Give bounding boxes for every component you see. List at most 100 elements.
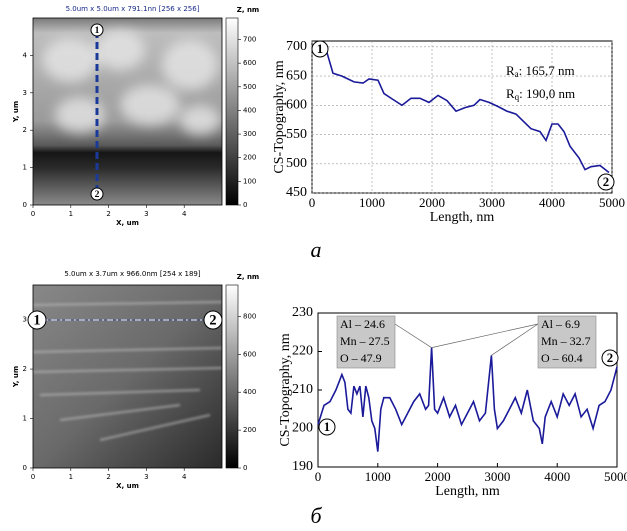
y-tick-label: 220 <box>292 344 313 359</box>
x-tick-label: 0 <box>309 195 316 210</box>
y-tick-label: 210 <box>292 382 313 397</box>
colorbar-tick-label: 500 <box>243 83 256 91</box>
y-axis-label: CS-Topography, nm <box>272 60 287 173</box>
x-tick-label: 2 <box>106 210 110 218</box>
y-tick-label: 3 <box>23 89 27 97</box>
x-tick-label: 3000 <box>479 195 505 210</box>
x-tick-label: 1 <box>69 473 73 481</box>
image-title: 5.0um x 5.0um x 791.1nn [256 x 256] <box>66 5 200 13</box>
marker-label: 1 <box>317 42 323 56</box>
x-tick-label: 2 <box>106 473 110 481</box>
x-axis-label: X, um <box>116 482 139 490</box>
afm-image-a <box>33 18 222 205</box>
marker-circle <box>311 40 329 58</box>
image-title: 5.0um x 3.7um x 966.0nm [254 x 189] <box>64 270 201 278</box>
colorbar-tick-label: 100 <box>243 177 256 185</box>
marker-circle <box>90 187 104 201</box>
marker-label: 1 <box>95 25 100 36</box>
colorbar-tick-label: 600 <box>243 350 256 358</box>
composition-label: Mn – 32.7 <box>541 334 591 348</box>
roughness-annotation: Rq: 190,0 nm <box>506 86 575 102</box>
colorbar-tick-label: 0 <box>243 464 247 472</box>
x-tick-label: 4 <box>182 210 187 218</box>
x-tick-label: 0 <box>31 473 35 481</box>
x-tick-label: 2000 <box>425 469 451 484</box>
x-tick-label: 4000 <box>544 469 570 484</box>
composition-label: O – 47.9 <box>340 351 382 365</box>
marker-label: 2 <box>607 351 613 365</box>
x-tick-label: 0 <box>31 210 35 218</box>
colorbar-tick-label: 700 <box>243 36 256 44</box>
marker-label: 2 <box>209 312 216 328</box>
caption: б <box>310 503 322 528</box>
pointer-line <box>491 323 539 356</box>
marker-circle <box>597 173 615 191</box>
y-tick-label: 600 <box>286 98 307 113</box>
marker-circle <box>90 23 104 37</box>
pointer-line <box>394 323 432 348</box>
annotation-box <box>336 315 396 369</box>
colorbar-label: Z, nm <box>237 6 259 14</box>
x-tick-label: 3 <box>144 210 148 218</box>
pointer-line <box>431 323 539 348</box>
x-tick-label: 0 <box>315 469 322 484</box>
marker-circle <box>318 418 336 436</box>
annotation-part: a <box>515 69 519 79</box>
image-frame <box>32 284 223 469</box>
x-axis-label: X, um <box>116 219 139 227</box>
colorbar <box>225 284 239 469</box>
x-tick-label: 3 <box>144 473 148 481</box>
x-tick-label: 5000 <box>599 195 625 210</box>
y-axis-label: CS-Topography, nm <box>278 333 293 446</box>
y-tick-label: 2 <box>23 365 27 373</box>
y-tick-label: 1 <box>23 164 27 172</box>
y-axis-label: Y, um <box>12 101 20 123</box>
marker-label: 2 <box>603 175 609 189</box>
y-tick-label: 550 <box>286 127 307 142</box>
y-tick-label: 0 <box>23 464 27 472</box>
y-tick-label: 3 <box>23 316 27 324</box>
marker-label: 1 <box>33 312 40 328</box>
x-tick-label: 1 <box>69 210 73 218</box>
composition-label: Al – 6.9 <box>541 317 580 331</box>
colorbar-tick-label: 400 <box>243 106 256 114</box>
annotation-box <box>537 315 597 369</box>
y-tick-label: 450 <box>286 185 307 200</box>
y-tick-label: 4 <box>23 51 28 59</box>
colorbar-tick-label: 200 <box>243 426 256 434</box>
afm-image-b <box>33 285 222 468</box>
colorbar-label: Z, nm <box>237 273 259 281</box>
colorbar-tick-label: 600 <box>243 59 256 67</box>
y-tick-label: 1 <box>23 415 27 423</box>
annotation-part: R <box>506 86 515 101</box>
x-axis-label: Length, nm <box>430 210 495 225</box>
image-frame <box>32 17 223 206</box>
colorbar-tick-label: 200 <box>243 154 256 162</box>
y-tick-label: 2 <box>23 126 27 134</box>
x-axis-label: Length, nm <box>435 484 500 499</box>
marker-circle <box>27 310 47 330</box>
marker-label: 1 <box>324 420 330 434</box>
y-tick-label: 700 <box>286 39 307 54</box>
y-axis-label: Y, um <box>12 366 20 388</box>
annotation-part: : 165,7 nm <box>519 63 575 78</box>
colorbar-tick-label: 0 <box>243 201 247 209</box>
annotation-part: q <box>515 92 520 102</box>
marker-circle <box>601 349 619 367</box>
y-tick-label: 500 <box>286 156 307 171</box>
x-tick-label: 3000 <box>484 469 510 484</box>
colorbar-tick-label: 400 <box>243 388 256 396</box>
y-tick-label: 0 <box>23 201 27 209</box>
y-tick-label: 190 <box>292 459 313 474</box>
colorbar <box>225 17 239 206</box>
x-tick-label: 4000 <box>539 195 565 210</box>
roughness-annotation: Ra: 165,7 nm <box>506 63 575 79</box>
caption: а <box>311 237 322 262</box>
y-tick-label: 200 <box>292 421 313 436</box>
x-tick-label: 5000 <box>604 469 627 484</box>
profile-line <box>320 43 610 174</box>
x-tick-label: 2000 <box>419 195 445 210</box>
colorbar-tick-label: 800 <box>243 312 256 320</box>
profile-line <box>317 347 618 452</box>
